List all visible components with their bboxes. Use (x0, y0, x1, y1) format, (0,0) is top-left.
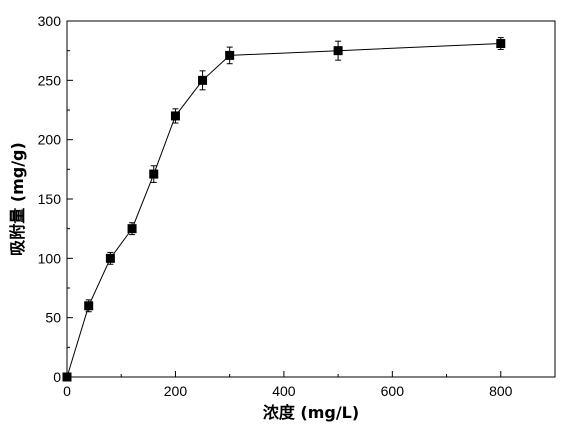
data-series (62, 37, 506, 382)
x-tick-label: 200 (164, 383, 188, 399)
x-axis-title: 浓度 (mg/L) (263, 403, 359, 422)
data-point-marker (170, 111, 180, 121)
series-line (66, 43, 501, 378)
y-tick-label: 50 (45, 310, 61, 326)
data-point-marker (149, 169, 159, 179)
y-tick-label: 0 (53, 369, 61, 385)
x-tick-label: 0 (63, 383, 71, 399)
data-point-marker (496, 39, 506, 49)
data-point-marker (333, 46, 343, 56)
y-tick-label: 100 (38, 250, 62, 266)
plot-area-frame (66, 20, 556, 378)
data-point-marker (198, 75, 208, 85)
data-point-marker (84, 301, 94, 311)
axis-ticks (66, 20, 502, 378)
y-tick-label: 300 (38, 13, 62, 29)
y-tick-label: 150 (38, 191, 62, 207)
x-tick-label: 400 (272, 383, 296, 399)
x-tick-label: 600 (381, 383, 405, 399)
data-point-marker (225, 50, 235, 60)
data-point-marker (127, 224, 137, 234)
data-point-marker (62, 372, 72, 382)
y-axis-title: 吸附量 (mg/g) (8, 142, 27, 256)
axis-tick-labels: 0 200 400 600 800 0 50 100 150 200 250 300 (38, 13, 513, 399)
x-tick-label: 800 (489, 383, 513, 399)
y-tick-label: 250 (38, 72, 62, 88)
data-point-marker (105, 253, 115, 263)
y-tick-label: 200 (38, 132, 62, 148)
